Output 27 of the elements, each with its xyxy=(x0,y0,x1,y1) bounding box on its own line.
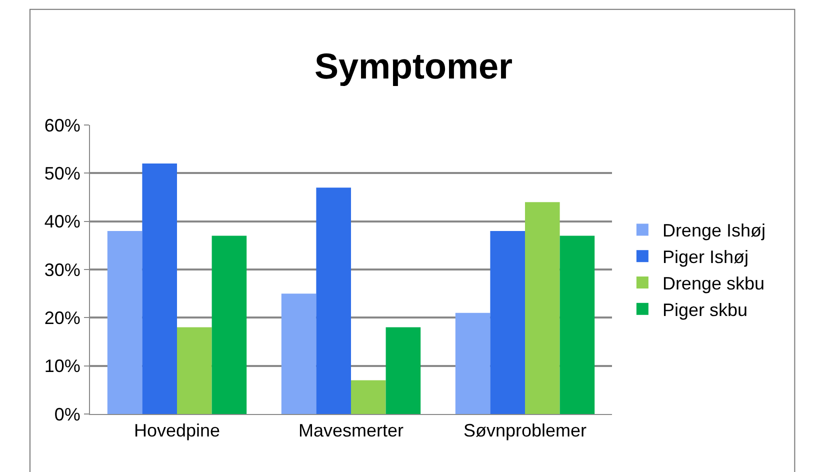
bar xyxy=(142,164,177,414)
bar xyxy=(455,312,490,414)
legend-label: Drenge skbu xyxy=(662,274,765,294)
bar xyxy=(560,236,595,414)
bar xyxy=(525,202,560,414)
legend-label: Piger skbu xyxy=(662,300,748,320)
bar xyxy=(351,380,386,414)
y-tick-label: 50% xyxy=(44,163,80,184)
bar xyxy=(386,327,421,414)
bar xyxy=(316,188,351,414)
y-tick-label: 10% xyxy=(44,356,80,376)
y-tick-label: 60% xyxy=(44,115,80,136)
legend-label: Piger Ishøj xyxy=(662,247,748,268)
bar xyxy=(490,230,525,414)
chart-title: Symptomer xyxy=(314,46,513,87)
x-tick-label: Mavesmerter xyxy=(298,420,404,441)
y-tick-label: 40% xyxy=(44,212,80,232)
bar xyxy=(107,230,142,414)
legend-label: Drenge Ishøj xyxy=(662,220,766,241)
y-tick-label: 0% xyxy=(54,404,80,424)
bar xyxy=(212,236,247,414)
x-tick-label: Søvnproblemer xyxy=(463,420,587,441)
bar xyxy=(281,294,316,414)
bar xyxy=(177,327,212,414)
y-tick-label: 30% xyxy=(44,260,80,280)
x-tick-label: Hovedpine xyxy=(134,420,220,441)
y-tick-label: 20% xyxy=(44,308,80,328)
